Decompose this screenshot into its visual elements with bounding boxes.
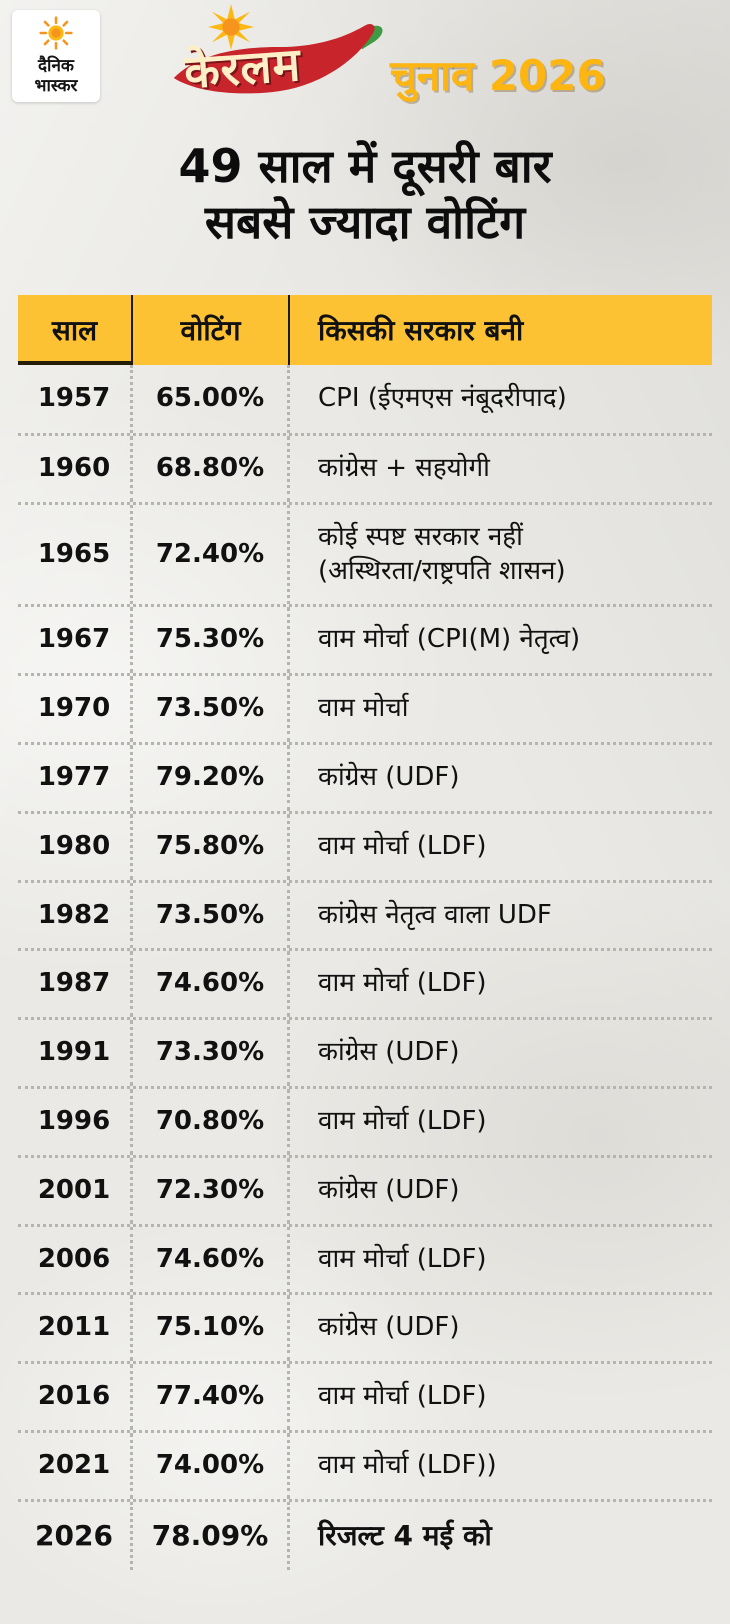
table-row: 2001 72.30% कांग्रेस (UDF)	[18, 1154, 712, 1224]
voting-cell: 74.60%	[133, 951, 290, 1018]
voting-cell: 79.20%	[133, 744, 290, 811]
year-cell: 1977	[18, 744, 133, 811]
year-cell: 1996	[18, 1088, 133, 1155]
government-cell: कांग्रेस (UDF)	[318, 1312, 460, 1343]
table-row: 1987 74.60% वाम मोर्चा (LDF)	[18, 948, 712, 1018]
table-row: 1982 73.50% कांग्रेस नेतृत्व वाला UDF	[18, 879, 712, 949]
table-row: 2016 77.40% वाम मोर्चा (LDF)	[18, 1361, 712, 1430]
table-row: 1967 75.30% वाम मोर्चा (CPI(M) नेतृत्व)	[18, 604, 712, 674]
voting-cell: 75.80%	[133, 813, 290, 880]
year-cell: 2011	[18, 1295, 133, 1362]
dainik-bhaskar-logo: दैनिक भास्कर	[12, 10, 100, 102]
voting-table: साल वोटिंग किसकी सरकार बनी 1957 65.00% C…	[18, 295, 712, 1571]
table-row: 2021 74.00% वाम मोर्चा (LDF))	[18, 1429, 712, 1499]
voting-cell: 74.60%	[133, 1226, 290, 1293]
year-cell: 1965	[18, 504, 133, 605]
voting-cell: 65.00%	[133, 365, 290, 433]
table-row: 1960 68.80% कांग्रेस + सहयोगी	[18, 433, 712, 502]
masthead-election-label: चुनाव 2026	[390, 51, 606, 100]
government-cell: रिजल्ट 4 मई को	[318, 1518, 492, 1552]
voting-cell: 72.30%	[133, 1157, 290, 1224]
voting-cell: 73.50%	[133, 882, 290, 949]
government-cell: कोई स्पष्ट सरकार नहीं (अस्थिरता/राष्ट्रप…	[318, 521, 566, 586]
year-cell: 1987	[18, 951, 133, 1018]
header-year: साल	[18, 295, 133, 365]
government-cell: कांग्रेस नेतृत्व वाला UDF	[318, 899, 552, 930]
year-cell: 1980	[18, 813, 133, 880]
year-cell: 2016	[18, 1364, 133, 1430]
voting-cell: 72.40%	[133, 504, 290, 605]
table-row: 1991 73.30% कांग्रेस (UDF)	[18, 1017, 712, 1086]
logo-text: दैनिक भास्कर	[35, 56, 78, 96]
government-cell: कांग्रेस + सहयोगी	[318, 453, 490, 483]
government-cell: वाम मोर्चा	[318, 693, 409, 724]
year-cell: 1970	[18, 676, 133, 742]
voting-cell: 74.00%	[133, 1432, 290, 1499]
government-cell: वाम मोर्चा (LDF)	[318, 1243, 487, 1274]
year-cell: 1960	[18, 436, 133, 502]
table-row: 1996 70.80% वाम मोर्चा (LDF)	[18, 1085, 712, 1155]
year-cell: 1991	[18, 1020, 133, 1086]
title-line1: 49 साल में दूसरी बार	[178, 139, 552, 193]
table-row: 1977 79.20% कांग्रेस (UDF)	[18, 741, 712, 811]
voting-cell: 73.50%	[133, 676, 290, 742]
voting-cell: 68.80%	[133, 436, 290, 502]
year-cell: 2006	[18, 1226, 133, 1293]
table-row: 1957 65.00% CPI (ईएमएस नंबूदरीपाद)	[18, 365, 712, 433]
government-cell: वाम मोर्चा (LDF)	[318, 1105, 487, 1136]
table-header: साल वोटिंग किसकी सरकार बनी	[18, 295, 712, 365]
government-cell: CPI (ईएमएस नंबूदरीपाद)	[318, 383, 567, 414]
title-line2: सबसे ज्यादा वोटिंग	[204, 195, 526, 250]
government-cell: वाम मोर्चा (LDF)	[318, 968, 487, 999]
table-row: 1970 73.50% वाम मोर्चा	[18, 673, 712, 742]
table-row: 2011 75.10% कांग्रेस (UDF)	[18, 1292, 712, 1362]
page-title: 49 साल में दूसरी बार सबसे ज्यादा वोटिंग	[0, 138, 730, 250]
header-voting: वोटिंग	[133, 295, 290, 365]
table-row: 2026 78.09% रिजल्ट 4 मई को	[18, 1498, 712, 1571]
government-cell: वाम मोर्चा (LDF)	[318, 830, 487, 861]
logo-text-line1: दैनिक	[38, 55, 74, 76]
government-cell: वाम मोर्चा (LDF))	[318, 1449, 497, 1480]
year-cell: 1957	[18, 365, 133, 433]
voting-cell: 70.80%	[133, 1088, 290, 1155]
government-cell: कांग्रेस (UDF)	[318, 1037, 460, 1068]
voting-cell: 75.30%	[133, 607, 290, 674]
sun-icon	[39, 16, 73, 54]
year-cell: 1982	[18, 882, 133, 949]
year-cell: 2021	[18, 1432, 133, 1499]
logo-text-line2: भास्कर	[34, 76, 78, 96]
government-cell: कांग्रेस (UDF)	[318, 761, 460, 792]
table-row: 2006 74.60% वाम मोर्चा (LDF)	[18, 1223, 712, 1293]
voting-cell: 73.30%	[133, 1020, 290, 1086]
table-row: 1980 75.80% वाम मोर्चा (LDF)	[18, 810, 712, 880]
table-row: 1965 72.40% कोई स्पष्ट सरकार नहीं (अस्थि…	[18, 501, 712, 605]
voting-cell: 78.09%	[133, 1501, 290, 1571]
voting-cell: 77.40%	[133, 1364, 290, 1430]
year-cell: 1967	[18, 607, 133, 674]
voting-cell: 75.10%	[133, 1295, 290, 1362]
year-cell: 2026	[18, 1501, 133, 1571]
header-government: किसकी सरकार बनी	[318, 314, 524, 347]
government-cell: कांग्रेस (UDF)	[318, 1174, 460, 1205]
government-cell: वाम मोर्चा (CPI(M) नेतृत्व)	[318, 624, 581, 655]
masthead-region-label: केरलम	[182, 36, 303, 100]
table-body: 1957 65.00% CPI (ईएमएस नंबूदरीपाद) 1960 …	[18, 365, 712, 1571]
year-cell: 2001	[18, 1157, 133, 1224]
masthead: केरलम चुनाव 2026	[150, 4, 620, 117]
government-cell: वाम मोर्चा (LDF)	[318, 1381, 487, 1412]
